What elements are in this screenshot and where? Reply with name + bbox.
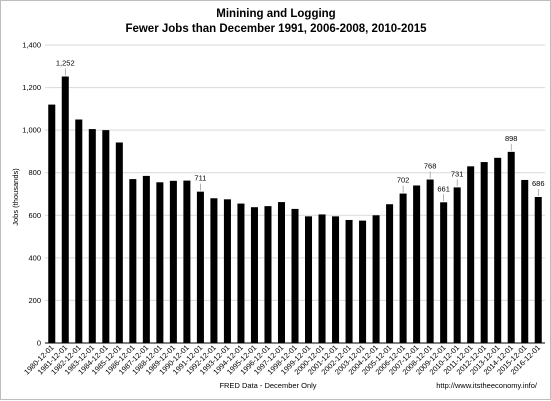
- bar: [494, 157, 502, 343]
- data-label: 686: [532, 179, 545, 188]
- bar: [305, 216, 313, 343]
- y-axis-ticks: 0 200 400 600 800 1,000 1,200 1,400: [22, 41, 41, 348]
- data-label: 661: [437, 184, 450, 193]
- y-tick-label: 1,000: [22, 126, 41, 135]
- bar: [318, 214, 326, 343]
- y-tick-label: 0: [37, 339, 41, 348]
- data-label: 702: [397, 176, 410, 185]
- bar: [142, 175, 150, 343]
- bar: [129, 179, 137, 343]
- bar: [332, 216, 340, 343]
- bar: [61, 76, 69, 343]
- bar: [183, 180, 191, 343]
- bar: [440, 202, 448, 343]
- y-tick-label: 1,400: [22, 41, 41, 50]
- bar: [507, 151, 515, 343]
- bar: [75, 119, 83, 343]
- bar: [264, 206, 272, 343]
- y-tick-label: 800: [28, 168, 41, 177]
- data-label: 768: [424, 162, 437, 171]
- bar: [521, 179, 529, 343]
- bar: [345, 219, 353, 343]
- bar: [102, 130, 110, 343]
- bar: [386, 204, 394, 343]
- bar: [210, 198, 218, 343]
- bar: [480, 162, 488, 343]
- data-label: 711: [194, 174, 206, 183]
- bar: [359, 220, 367, 343]
- bar: [372, 215, 380, 343]
- data-label: 731: [451, 169, 464, 178]
- bar: [399, 193, 407, 343]
- y-axis-title: Jobs (thousands): [11, 168, 20, 226]
- data-label: 898: [505, 134, 518, 143]
- bar: [291, 208, 299, 343]
- x-axis-ticks: 1980-12-011981-12-011982-12-011983-12-01…: [22, 343, 542, 376]
- chart-title: Minining and Logging: [216, 8, 335, 20]
- bar: [534, 196, 542, 343]
- y-tick-label: 400: [28, 253, 41, 262]
- x-axis-title: FRED Data - December Only: [219, 381, 316, 390]
- bar: [413, 185, 421, 343]
- bar: [277, 202, 285, 343]
- bar: [115, 142, 123, 343]
- data-label: 1,252: [56, 59, 75, 68]
- bar: [453, 187, 461, 343]
- bars: [48, 76, 542, 343]
- y-tick-label: 1,200: [22, 83, 41, 92]
- bar: [250, 207, 258, 343]
- bar: [169, 180, 177, 343]
- bar: [196, 191, 204, 343]
- bar: [48, 104, 56, 343]
- bar: [223, 199, 231, 343]
- y-tick-label: 200: [28, 296, 41, 305]
- source-note: http://www.itstheeconomy.info/: [436, 381, 538, 390]
- bar: [237, 203, 245, 343]
- bar: [467, 166, 475, 343]
- y-tick-label: 600: [28, 211, 41, 220]
- bar: [156, 182, 164, 343]
- bar: [426, 179, 434, 343]
- bar: [88, 129, 96, 343]
- chart-subtitle: Fewer Jobs than December 1991, 2006-2008…: [125, 23, 427, 35]
